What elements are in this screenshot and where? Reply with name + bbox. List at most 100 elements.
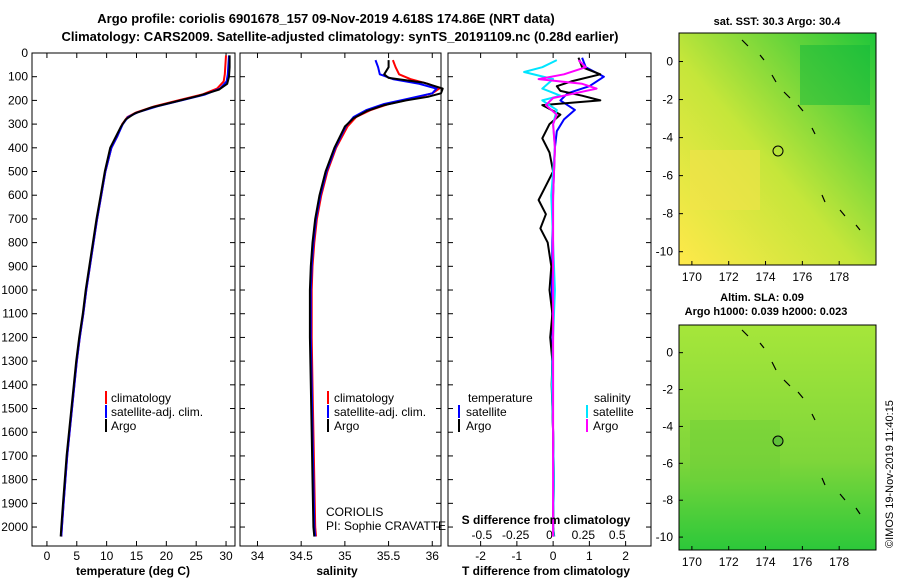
temperature-x-tick-label: 20 <box>160 549 174 563</box>
annotation-pi: PI: Sophie CRAVATTE <box>326 519 446 533</box>
t-difference-x-axis: -2 -1 0 1 2 <box>475 53 629 563</box>
map-y-tick-label: -4 <box>662 419 673 433</box>
pressure-tick-label: 500 <box>8 165 28 179</box>
temperature-panel: 0100200300400500600700800900100011001200… <box>1 46 651 578</box>
salinity-plot-frame <box>239 52 442 547</box>
difference-x-tick-label: 0 <box>550 549 557 563</box>
temperature-x-tick-label: 15 <box>130 549 144 563</box>
figure-title-line2: Climatology: CARS2009. Satellite-adjuste… <box>61 29 618 44</box>
map-x-tick-label: 178 <box>829 555 849 569</box>
legend-label-climatology: climatology <box>334 391 394 405</box>
salinity-x-tick-label: 35.5 <box>377 549 401 563</box>
map-y-tick-label: -10 <box>656 530 674 544</box>
pressure-tick-label: 0 <box>21 46 28 60</box>
map-y-tick-label: 0 <box>666 346 673 360</box>
sst-warm-patch <box>690 150 760 210</box>
pressure-tick-label: 100 <box>8 70 28 84</box>
salinity-line-argo <box>308 60 444 537</box>
s-difference-tick-label: 0 <box>546 528 553 542</box>
map-x-tick-label: 170 <box>682 555 702 569</box>
temperature-x-tick-label: 10 <box>100 549 114 563</box>
sst-map-title: sat. SST: 30.3 Argo: 30.4 <box>714 16 842 28</box>
sst-map-panel: sat. SST: 30.3 Argo: 30.4 170 172 174 176 17… <box>656 16 877 284</box>
pressure-tick-label: 900 <box>8 259 28 273</box>
salinity-x-axis: 34 34.5 35 35.5 36 <box>251 53 439 563</box>
map-x-tick-label: 178 <box>829 270 849 284</box>
salinity-x-tick-label: 34.5 <box>289 549 313 563</box>
temperature-x-tick-label: 0 <box>44 549 51 563</box>
pressure-tick-label: 1700 <box>1 449 28 463</box>
pressure-tick-label: 1400 <box>1 378 28 392</box>
s-difference-tick-label: -0.25 <box>502 528 530 542</box>
sla-map-frame <box>678 324 877 551</box>
difference-line-s-argo <box>537 59 598 537</box>
sst-map-axes: 170 172 174 176 178 0 -2 -4 -6 -8 -10 <box>656 55 850 284</box>
salinity-x-label: salinity <box>316 564 358 578</box>
legend-label-climatology: climatology <box>111 391 171 405</box>
pressure-axis: 0 100 200 300 400 500 600 700 800 900 1000 1100 1200… <box>1 46 651 534</box>
salinity-line-climatology <box>310 59 441 537</box>
map-y-tick-label: -2 <box>662 383 673 397</box>
legend-label-satellite: satellite-adj. clim. <box>334 405 426 419</box>
pressure-tick-label: 300 <box>8 117 28 131</box>
temperature-plot-frame <box>31 52 236 547</box>
salinity-panel: 34 34.5 35 35.5 36 salinity climatology sate… <box>239 52 446 578</box>
legend-heading-salinity: salinity <box>594 391 631 405</box>
difference-line-t-satellite <box>551 57 605 537</box>
legend-label-satellite: satellite-adj. clim. <box>111 405 203 419</box>
temperature-legend: climatology satellite-adj. clim. Argo <box>105 391 203 433</box>
salinity-x-tick-label: 35 <box>338 549 352 563</box>
map-x-tick-label: 176 <box>792 270 812 284</box>
map-y-tick-label: 0 <box>666 55 673 69</box>
s-difference-tick-label: -0.5 <box>471 528 492 542</box>
legend-label-argo: Argo <box>334 419 360 433</box>
temperature-x-tick-label: 25 <box>190 549 204 563</box>
sst-argo-position-marker <box>772 145 784 157</box>
pressure-tick-label: 1300 <box>1 354 28 368</box>
salinity-legend: climatology satellite-adj. clim. Argo <box>327 391 426 433</box>
temperature-line-argo <box>59 55 231 537</box>
temperature-x-axis: 0 5 10 15 20 25 30 <box>44 53 233 563</box>
map-y-tick-label: -2 <box>662 93 673 107</box>
pressure-tick-label: 200 <box>8 93 28 107</box>
difference-x-tick-label: -1 <box>512 549 523 563</box>
pressure-tick-label: 2000 <box>1 520 28 534</box>
difference-series <box>523 57 605 537</box>
map-x-tick-label: 170 <box>682 270 702 284</box>
legend-label-argo: Argo <box>111 419 137 433</box>
legend-label-s-satellite: satellite <box>593 405 634 419</box>
pressure-tick-label: 1800 <box>1 473 28 487</box>
pressure-tick-label: 600 <box>8 188 28 202</box>
pressure-tick-label: 1100 <box>2 307 28 321</box>
legend-label-s-argo: Argo <box>593 419 619 433</box>
pressure-tick-label: 1900 <box>1 496 28 510</box>
pressure-tick-label: 1600 <box>1 425 28 439</box>
salinity-x-tick-label: 36 <box>426 549 440 563</box>
temperature-x-tick-label: 30 <box>219 549 233 563</box>
difference-x-tick-label: 2 <box>622 549 629 563</box>
s-difference-tick-label: 0.5 <box>609 528 626 542</box>
salinity-line-satellite-adj-clim- <box>309 59 438 537</box>
pressure-tick-label: 1500 <box>1 402 28 416</box>
map-y-tick-label: -4 <box>662 131 673 145</box>
map-y-tick-label: -8 <box>662 493 673 507</box>
map-x-tick-label: 174 <box>756 555 776 569</box>
pressure-tick-label: 1000 <box>1 283 28 297</box>
temperature-series <box>59 55 231 537</box>
pressure-tick-label: 700 <box>8 212 28 226</box>
legend-heading-temperature: temperature <box>468 391 533 405</box>
map-x-tick-label: 172 <box>719 270 739 284</box>
map-x-tick-label: 176 <box>792 555 812 569</box>
difference-line-s-satellite <box>523 59 562 537</box>
map-x-tick-label: 172 <box>719 555 739 569</box>
map-y-tick-label: -6 <box>662 169 673 183</box>
sst-map-frame <box>678 32 877 266</box>
pressure-tick-label: 1200 <box>1 330 28 344</box>
sst-coastline <box>741 39 861 231</box>
map-x-tick-label: 174 <box>756 270 776 284</box>
difference-legend: temperature satellite Argo salinity sate… <box>458 391 634 433</box>
difference-line-t-argo <box>537 57 602 537</box>
sst-cool-patch <box>800 45 870 105</box>
difference-panel: -2 -1 0 1 2 -0.5 -0.25 0 0.25 0.5 S difference f… <box>447 52 652 578</box>
